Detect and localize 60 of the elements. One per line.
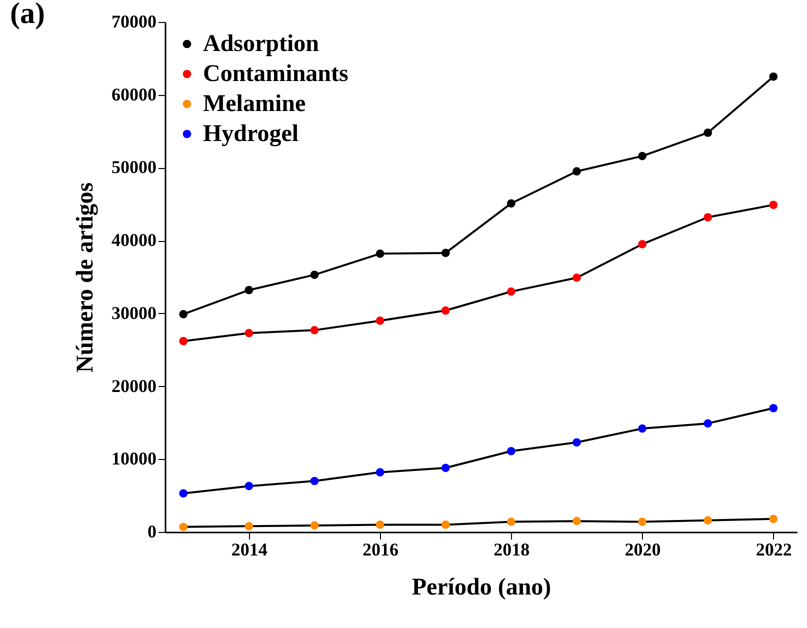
point [376,468,384,476]
y-tick-label: 30000 [112,302,156,323]
point [179,489,188,498]
x-tick-label: 2016 [362,540,399,560]
point [704,213,712,222]
x-tick-label: 2014 [231,540,268,560]
point [638,240,646,248]
point [179,522,188,532]
point [310,326,319,334]
point [572,167,581,176]
y-tick-label: 10000 [112,448,156,469]
point [244,286,254,294]
point [506,287,516,296]
x-tick-label: 2022 [756,540,792,560]
point [310,521,319,530]
point [244,328,254,338]
point [310,476,319,486]
y-tick-label: 20000 [112,376,156,396]
point [244,482,254,490]
point [572,516,581,526]
point [376,316,384,325]
point [376,250,384,258]
legend-label: Hydrogel [203,121,299,147]
point [310,270,319,279]
point [638,518,646,526]
y-tick-label: 0 [148,522,156,542]
x-tick-label: 2018 [494,540,530,560]
point [244,522,254,530]
point [506,199,516,208]
point [441,248,450,258]
point [638,152,646,160]
point [506,446,516,456]
point [572,438,581,447]
point [704,516,712,525]
text: (a) [10,0,45,30]
point [704,128,712,137]
point [704,419,712,428]
point [376,520,384,529]
point [441,464,450,472]
y-tick-label: 40000 [112,230,156,250]
point [769,72,778,81]
point [572,274,581,282]
point [441,520,450,529]
point [638,424,646,433]
y-tick-label: 50000 [112,157,156,178]
legend-label: Melamine [203,91,306,117]
legend-label: Contaminants [203,61,348,87]
point [506,518,516,526]
point [769,514,778,524]
point [179,310,188,318]
point [769,404,778,412]
point [769,200,778,210]
y-axis-title: Número de artigos [72,182,98,373]
y-tick-label: 60000 [112,84,156,104]
legend-label: Adsorption [203,31,320,57]
x-axis-title: Período (ano) [412,574,552,600]
x-tick-label: 2020 [624,540,661,560]
point [179,336,188,346]
y-tick-label: 70000 [112,12,156,32]
point [441,306,450,315]
